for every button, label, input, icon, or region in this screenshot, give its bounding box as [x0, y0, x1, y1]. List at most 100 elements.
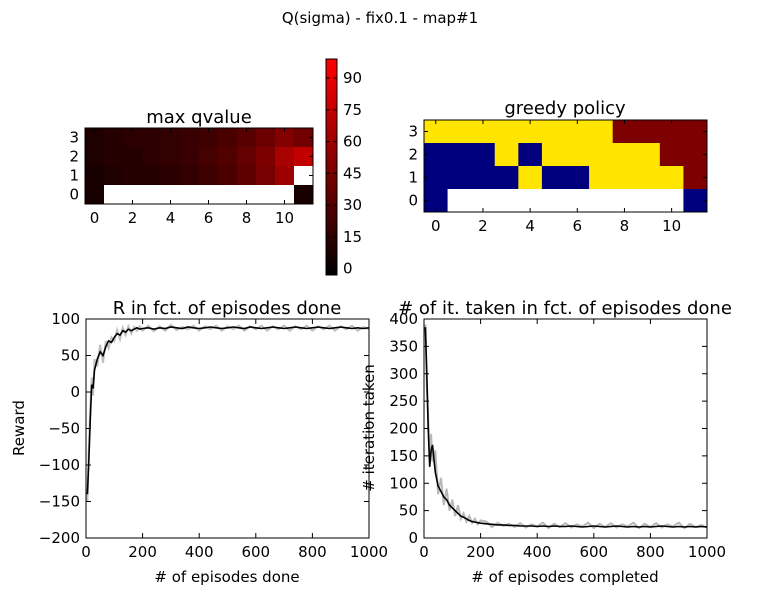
heatmap-cell: [104, 166, 124, 186]
heatmap-cell: [275, 147, 295, 167]
reward-plot: 0 200 400 600 800 1000 −200 −150 −100 −50 0 50 100: [39, 310, 388, 561]
heatmap-cell: [218, 147, 238, 167]
heatmap-cell: [256, 128, 276, 148]
x-tick-label: 8: [620, 217, 630, 235]
y-tick-label: 400: [389, 310, 418, 328]
x-tick-label: 10: [275, 209, 294, 227]
policy-ticks: 0 2 4 6 8 10 0 1 2 3: [408, 120, 707, 235]
heatmap-cell: [199, 147, 219, 167]
heatmap-cell: [180, 166, 200, 186]
policy-panel: greedy policy 0 2 4 6 8 10 0 1 2 3: [408, 98, 708, 235]
heatmap-cell: [123, 128, 143, 148]
y-tick-label: 100: [389, 474, 418, 492]
policy-title: greedy policy: [504, 98, 626, 119]
heatmap-cell: [237, 185, 257, 205]
heatmap-cell: [199, 128, 219, 148]
colorbar-tick-label: 30: [343, 196, 362, 214]
heatmap-cell: [612, 189, 637, 213]
heatmap-cell: [589, 143, 614, 167]
heatmap-cell: [659, 143, 684, 167]
heatmap-cell: [494, 143, 519, 167]
x-tick-label: 800: [298, 543, 327, 561]
heatmap-cell: [294, 185, 314, 205]
policy-frame: [423, 119, 708, 213]
x-tick-label: 2: [128, 209, 138, 227]
heatmap-cell: [294, 128, 314, 148]
heatmap-cell: [104, 185, 124, 205]
heatmap-cell: [142, 147, 162, 167]
heatmap-cell: [494, 189, 519, 213]
y-tick-label: 1: [69, 167, 79, 185]
heatmap-cell: [85, 185, 105, 205]
heatmap-cell: [142, 185, 162, 205]
heatmap-cell: [447, 166, 472, 190]
heatmap-cell: [494, 166, 519, 190]
heatmap-cell: [683, 189, 708, 213]
plot-frame: [423, 318, 708, 539]
heatmap-cell: [565, 189, 590, 213]
series-line: [86, 326, 370, 495]
reward-xlabel: # of episodes done: [154, 568, 299, 586]
x-tick-label: 0: [431, 217, 441, 235]
heatmap-cell: [199, 166, 219, 186]
y-tick-label: 100: [51, 310, 80, 328]
reward-ylabel: Reward: [10, 400, 28, 456]
heatmap-cell: [424, 120, 449, 144]
y-tick-label: 2: [69, 148, 79, 166]
heatmap-cell: [123, 185, 143, 205]
reward-panel: R in fct. of episodes done 0 200 400 600 800…: [10, 298, 388, 586]
heatmap-cell: [447, 143, 472, 167]
heatmap-cell: [275, 128, 295, 148]
y-tick-label: −200: [39, 529, 80, 547]
heatmap-cell: [85, 147, 105, 167]
x-tick-label: 1000: [688, 543, 726, 561]
heatmap-cell: [659, 166, 684, 190]
heatmap-cell: [683, 120, 708, 144]
heatmap-cell: [447, 120, 472, 144]
heatmap-cell: [424, 189, 449, 213]
heatmap-cell: [541, 120, 566, 144]
heatmap-cell: [541, 166, 566, 190]
heatmap-cell: [494, 120, 519, 144]
iterations-title: # of it. taken in fct. of episodes done: [398, 298, 732, 319]
heatmap-cell: [142, 128, 162, 148]
heatmap-cell: [471, 166, 496, 190]
qvalue-frame: [84, 127, 314, 205]
heatmap-cell: [541, 143, 566, 167]
heatmap-cell: [565, 166, 590, 190]
heatmap-cell: [636, 120, 661, 144]
heatmap-cell: [161, 128, 181, 148]
heatmap-cell: [199, 185, 219, 205]
colorbar: 0 15 30 45 60 75 90: [325, 58, 362, 278]
colorbar-tick-label: 15: [343, 228, 362, 246]
heatmap-cell: [104, 147, 124, 167]
x-tick-label: 6: [204, 209, 214, 227]
heatmap-cell: [85, 128, 105, 148]
heatmap-cell: [612, 166, 637, 190]
iterations-ylabel: # iteration taken: [360, 364, 378, 491]
heatmap-cell: [218, 128, 238, 148]
series-line: [424, 324, 708, 530]
plot-frame: [85, 318, 370, 539]
heatmap-cell: [636, 143, 661, 167]
heatmap-cell: [161, 166, 181, 186]
heatmap-cell: [180, 185, 200, 205]
policy-cells: [424, 120, 708, 213]
heatmap-cell: [161, 147, 181, 167]
heatmap-cell: [237, 147, 257, 167]
colorbar-ticks: 0 15 30 45 60 75 90: [326, 69, 362, 278]
y-tick-label: 3: [408, 123, 418, 141]
x-tick-label: 600: [579, 543, 608, 561]
heatmap-cell: [256, 185, 276, 205]
y-tick-label: 0: [70, 383, 80, 401]
heatmap-cell: [589, 189, 614, 213]
heatmap-cell: [237, 128, 257, 148]
reward-title: R in fct. of episodes done: [113, 298, 342, 319]
colorbar-tick-label: 0: [343, 260, 353, 278]
heatmap-cell: [589, 166, 614, 190]
heatmap-cell: [180, 147, 200, 167]
y-tick-label: 200: [389, 420, 418, 438]
